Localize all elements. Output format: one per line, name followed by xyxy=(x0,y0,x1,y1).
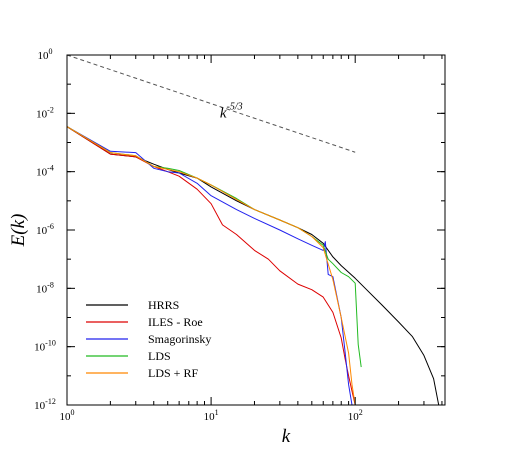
y-tick-label: 10-6 xyxy=(36,222,54,237)
x-tick-label: 102 xyxy=(348,408,363,423)
y-tick-label: 10-4 xyxy=(36,164,54,179)
y-tick-label: 10-12 xyxy=(34,397,56,412)
legend-label-lds-rf: LDS + RF xyxy=(148,366,198,380)
series-line-hrrs xyxy=(67,126,440,405)
series-line-lds-rf xyxy=(67,126,356,405)
series-line-smagorinsky xyxy=(67,126,353,405)
legend-label-smagorinsky: Smagorinsky xyxy=(148,332,211,346)
plot-area: k-5/3 xyxy=(66,54,440,405)
reference-slope-line xyxy=(66,54,356,153)
y-tick-label: 10-10 xyxy=(34,339,56,354)
x-tick-label: 101 xyxy=(204,408,219,423)
legend-label-iles-roe: ILES - Roe xyxy=(148,315,203,329)
series-line-iles-roe xyxy=(67,126,356,405)
legend: HRRS ILES - Roe Smagorinsky LDS LDS + RF xyxy=(86,298,211,380)
y-tick-label: 100 xyxy=(38,47,53,62)
series-lines xyxy=(67,126,440,405)
y-tick-label: 10-2 xyxy=(36,105,54,120)
y-tick-label: 10-8 xyxy=(36,280,54,295)
legend-label-hrrs: HRRS xyxy=(148,298,179,312)
y-axis-title: E(k) xyxy=(8,214,29,248)
legend-label-lds: LDS xyxy=(148,349,171,363)
x-axis-title: k xyxy=(282,426,291,447)
x-tick-label: 100 xyxy=(60,408,75,423)
plot-frame xyxy=(66,54,446,406)
series-line-lds xyxy=(67,126,362,368)
slope-annotation: k-5/3 xyxy=(220,101,243,121)
axes: 100 101 102 100 10-2 10-4 10-6 10-8 10-10 10-12 k E… xyxy=(8,47,446,447)
